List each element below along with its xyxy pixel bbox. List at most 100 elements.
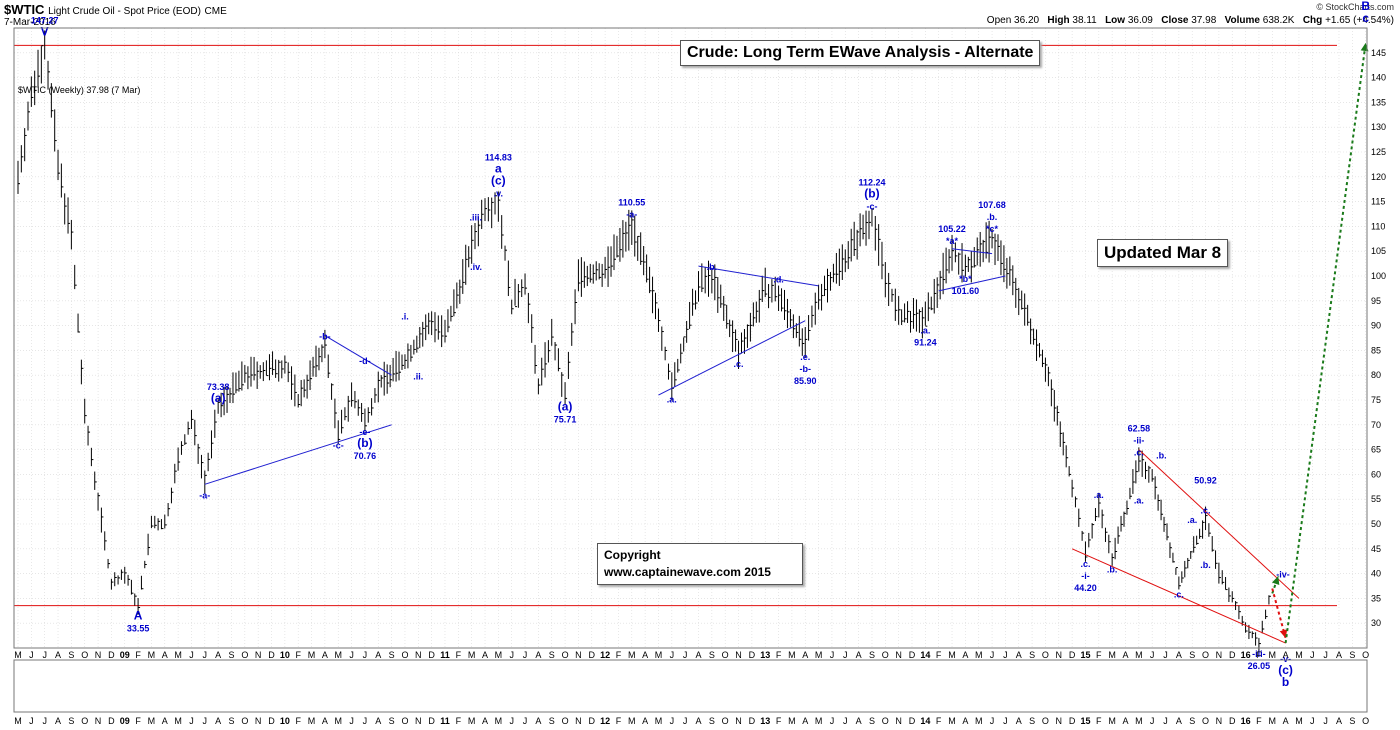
open-value: 36.20	[1014, 15, 1040, 26]
x-tick-label: J	[509, 716, 514, 726]
x-tick-label: M	[1108, 716, 1116, 726]
x-tick-label: A	[642, 650, 648, 660]
x-tick-label: D	[909, 650, 916, 660]
chart-exchange: CME	[204, 6, 227, 17]
x-tick-label: O	[562, 650, 569, 660]
wave-label: .b.	[987, 212, 998, 222]
x-tick-label: M	[174, 650, 182, 660]
y-tick-label: 55	[1371, 494, 1381, 504]
x-tick-label: A	[962, 650, 968, 660]
x-tick-label: A	[1122, 650, 1128, 660]
trend-line	[951, 248, 993, 255]
x-tick-label: N	[895, 716, 902, 726]
x-tick-label: M	[1269, 716, 1277, 726]
x-tick-label: A	[375, 716, 381, 726]
x-tick-label: J	[1150, 650, 1155, 660]
x-tick-label: A	[1122, 716, 1128, 726]
x-tick-label: O	[1362, 716, 1369, 726]
wave-label: 70.76	[354, 451, 377, 461]
x-tick-label: A	[1283, 716, 1289, 726]
x-tick-label: A	[162, 716, 168, 726]
x-tick-label: 14	[920, 650, 930, 660]
wave-label: .b.	[1107, 565, 1118, 575]
x-tick-label: S	[1029, 716, 1035, 726]
x-tick-label: J	[42, 650, 47, 660]
y-tick-label: 65	[1371, 445, 1381, 455]
trend-line	[1071, 548, 1286, 644]
x-tick-label: J	[363, 650, 368, 660]
x-tick-label: A	[375, 650, 381, 660]
y-tick-label: 115	[1371, 197, 1385, 207]
x-tick-label: S	[389, 716, 395, 726]
copyright-line-2: www.captainewave.com 2015	[604, 565, 771, 579]
x-tick-label: N	[575, 650, 582, 660]
wave-label: A	[134, 609, 143, 623]
x-tick-label: S	[1189, 716, 1195, 726]
chart-date: 7-Mar-2016	[4, 17, 56, 28]
x-tick-label: J	[683, 716, 688, 726]
wave-label: -d-	[359, 356, 371, 366]
x-tick-label: J	[29, 716, 34, 726]
x-tick-label: 09	[120, 650, 130, 660]
x-tick-label: A	[962, 716, 968, 726]
x-tick-label: A	[482, 650, 488, 660]
x-tick-label: 10	[280, 650, 290, 660]
wave-label: 26.05	[1248, 661, 1271, 671]
y-tick-label: 60	[1371, 469, 1381, 479]
wave-label: 62.58	[1128, 424, 1151, 434]
updated-box: Updated Mar 8	[1097, 239, 1229, 267]
trend-line	[1138, 449, 1300, 599]
wave-label: (a)	[558, 399, 573, 413]
wave-label: 91.24	[914, 337, 937, 347]
x-tick-label: N	[1056, 716, 1063, 726]
wave-label: .iv.	[470, 262, 482, 272]
x-tick-label: J	[29, 650, 34, 660]
x-tick-label: F	[776, 716, 782, 726]
x-tick-label: D	[1229, 716, 1236, 726]
x-tick-label: M	[815, 650, 823, 660]
x-tick-label: M	[174, 716, 182, 726]
x-tick-label: M	[334, 716, 342, 726]
stockcharts-credit: © StockCharts.com	[1316, 2, 1394, 12]
wave-label: -a-	[626, 210, 637, 220]
axes: 3035404550556065707580859095100105110115…	[13, 27, 1386, 726]
x-tick-label: F	[936, 650, 942, 660]
x-tick-label: M	[788, 650, 796, 660]
x-tick-label: A	[1336, 716, 1342, 726]
x-tick-label: N	[95, 716, 102, 726]
wave-label: .e.	[800, 352, 810, 362]
x-tick-label: S	[1349, 650, 1355, 660]
x-tick-label: M	[1269, 650, 1277, 660]
x-tick-label: D	[268, 716, 275, 726]
x-tick-label: F	[776, 650, 782, 660]
x-tick-label: 12	[600, 650, 610, 660]
x-tick-label: A	[695, 650, 701, 660]
x-tick-label: O	[241, 650, 248, 660]
horizontal-lines	[14, 44, 1337, 607]
y-tick-label: 125	[1371, 147, 1386, 157]
wave-label: 107.68	[978, 200, 1006, 210]
x-tick-label: J	[363, 716, 368, 726]
chg-label: Chg	[1302, 15, 1323, 26]
wave-label: b	[1282, 675, 1289, 689]
x-tick-label: F	[135, 650, 141, 660]
wave-label: -a-	[199, 490, 210, 500]
x-tick-label: J	[1003, 716, 1008, 726]
wave-label: 112.24	[858, 177, 885, 187]
wave-label: B	[1361, 0, 1370, 13]
wave-label: 110.55	[618, 198, 645, 208]
x-tick-label: F	[936, 716, 942, 726]
wave-label: -e-	[359, 427, 370, 437]
volume-value: 638.2K	[1262, 15, 1295, 26]
y-tick-label: 45	[1371, 544, 1381, 554]
wave-label: -b-	[319, 331, 331, 341]
x-tick-label: 11	[440, 716, 450, 726]
x-tick-label: M	[628, 650, 636, 660]
x-tick-label: S	[709, 650, 715, 660]
x-tick-label: O	[882, 716, 889, 726]
x-tick-label: J	[670, 716, 675, 726]
y-tick-label: 35	[1371, 593, 1381, 603]
projection-arrowhead	[1279, 629, 1288, 639]
x-tick-label: J	[670, 650, 675, 660]
x-tick-label: A	[802, 650, 808, 660]
